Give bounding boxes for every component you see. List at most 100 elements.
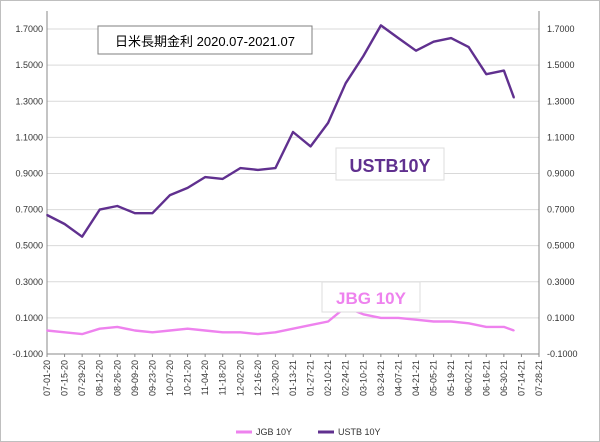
- jgb-10y-point: [292, 327, 294, 330]
- jgb-10y-point: [46, 329, 48, 332]
- jgb-10y-point: [485, 326, 488, 328]
- jgb-10y-point: [450, 320, 452, 323]
- chart-title: 日米長期金利 2020.07-2021.07: [115, 34, 295, 49]
- y-tick-label-right: 1.7000: [547, 24, 575, 34]
- y-tick-label-left: 0.1000: [15, 313, 43, 323]
- jgb-10y-point: [151, 331, 154, 334]
- x-tick-label: 07-14-21: [516, 360, 526, 396]
- jgb-10y-point: [169, 329, 171, 332]
- ustb-10y-point: [467, 46, 470, 48]
- ustb-10y-point: [362, 55, 365, 57]
- ustb-10y-point: [116, 205, 119, 207]
- y-tick-label-left: -0.1000: [12, 349, 43, 359]
- x-tick-label: 10-07-20: [165, 360, 175, 396]
- x-tick-label: 01-27-21: [306, 360, 316, 396]
- ustb-10y-point: [327, 122, 329, 124]
- x-tick-label: 02-24-21: [341, 360, 351, 396]
- x-axis-labels: 07-01-20 07-15-20 07-29-20 08-12-20 08-26-20…: [42, 354, 544, 396]
- jgb-10y-point: [221, 331, 224, 334]
- jgb-10y-point: [415, 318, 417, 321]
- x-tick-label: 03-24-21: [376, 360, 386, 396]
- x-tick-label: 01-13-21: [288, 360, 298, 396]
- x-tick-label: 11-04-20: [200, 360, 210, 395]
- ustb-10y-point: [46, 214, 48, 216]
- y-tick-label-right: 1.3000: [547, 96, 575, 106]
- jgb-10y-point: [309, 324, 312, 326]
- ustb-10y-point: [450, 37, 452, 39]
- ustb-10y-point: [513, 96, 515, 99]
- y-tick-label-left: 0.7000: [15, 205, 43, 215]
- y-tick-label-left: 0.3000: [15, 277, 43, 287]
- jgb-10y-point: [204, 329, 207, 332]
- ustb-10y-point: [221, 178, 224, 180]
- x-tick-label: 04-07-21: [393, 360, 403, 396]
- ustb-10y-point: [151, 212, 154, 215]
- x-tick-label: 12-30-20: [270, 360, 280, 396]
- ustb-10y-point: [274, 167, 277, 170]
- x-tick-label: 12-16-20: [253, 360, 263, 396]
- jgb-10y-point: [380, 317, 382, 319]
- jgb-10y-point: [186, 327, 189, 330]
- y-axis-right-labels: 1.7000 1.5000 1.3000 1.1000 0.9000 0.7000 0.50…: [547, 24, 578, 359]
- jgb-10y-point: [274, 331, 277, 334]
- jgb-10y-point: [81, 333, 83, 335]
- ustb-10y-point: [98, 208, 101, 211]
- jgb-10y-point: [98, 327, 101, 330]
- y-tick-label-right: 0.1000: [547, 313, 575, 323]
- ustb-10y-point: [134, 212, 136, 215]
- x-tick-label: 09-09-20: [130, 360, 140, 396]
- y-tick-label-right: 0.3000: [547, 277, 575, 287]
- legend: JGB 10Y USTB 10Y: [236, 427, 381, 437]
- x-tick-label: 02-10-21: [323, 360, 333, 396]
- x-tick-label: 10-21-20: [183, 360, 193, 396]
- x-tick-label: 07-15-20: [60, 360, 70, 396]
- jgb-10y-point: [467, 322, 470, 325]
- ustb-10y-point: [485, 73, 488, 76]
- y-tick-label-left: 1.1000: [15, 132, 43, 142]
- x-tick-label: 08-26-20: [112, 360, 122, 396]
- jgb-10y-line: [46, 305, 515, 336]
- ustb-10y-point: [81, 235, 83, 238]
- title-box: [97, 25, 313, 55]
- ustb-series-label-box: [335, 147, 445, 181]
- y-tick-label-left: 1.3000: [15, 96, 43, 106]
- y-tick-label-left: 0.9000: [15, 168, 43, 178]
- ustb-10y-point: [380, 24, 382, 27]
- jgb-10y-point: [134, 329, 136, 332]
- jgb-series-label: JBG 10Y: [336, 289, 407, 308]
- y-tick-label-left: 1.7000: [15, 24, 43, 34]
- y-tick-label-right: 0.7000: [547, 205, 575, 215]
- jgb-10y-point: [116, 326, 119, 328]
- y-tick-label-right: 0.9000: [547, 168, 575, 178]
- ustb-10y-point: [397, 37, 400, 39]
- ustb-10y-point: [204, 176, 207, 179]
- y-tick-label-right: 1.5000: [547, 60, 575, 70]
- ustb-10y-point: [432, 40, 435, 43]
- legend-jgb-label: JGB 10Y: [256, 427, 292, 437]
- ustb-10y-line: [46, 24, 516, 238]
- ustb-10y-point: [63, 223, 66, 225]
- ustb-10y-point: [503, 69, 505, 72]
- jgb-10y-point: [513, 329, 515, 332]
- y-tick-label-right: 1.1000: [547, 132, 575, 142]
- ustb-10y-point: [239, 167, 242, 170]
- x-tick-label: 06-02-21: [464, 360, 474, 396]
- x-tick-label: 07-01-20: [42, 360, 52, 396]
- ustb-10y-point: [309, 145, 312, 148]
- ustb-10y-point: [257, 169, 259, 171]
- y-tick-label-right: -0.1000: [547, 349, 578, 359]
- ustb-10y-point: [292, 131, 294, 133]
- x-tick-label: 03-10-21: [358, 360, 368, 396]
- jgb-10y-point: [257, 333, 259, 335]
- x-tick-label: 06-30-21: [499, 360, 509, 396]
- jgb-10y-point: [327, 320, 329, 323]
- plot-area: [47, 11, 539, 354]
- jgb-10y-point: [239, 331, 242, 334]
- x-tick-label: 11-18-20: [218, 360, 228, 395]
- x-tick-label: 05-05-21: [429, 360, 439, 396]
- y-tick-label-left: 0.5000: [15, 241, 43, 251]
- x-tick-label: 08-12-20: [95, 360, 105, 396]
- jgb-series-label-box: [321, 281, 421, 313]
- y-axis-left-labels: 1.7000 1.5000 1.3000 1.1000 0.9000 0.7000 0.50…: [12, 24, 43, 359]
- legend-ustb-label: USTB 10Y: [338, 427, 381, 437]
